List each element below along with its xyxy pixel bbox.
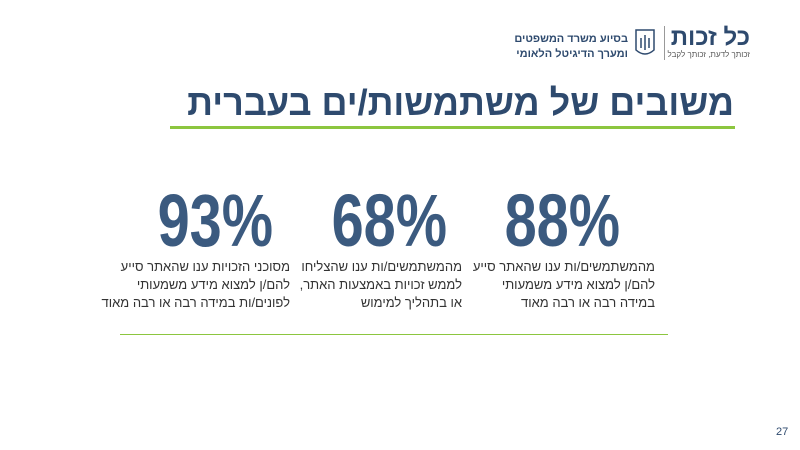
stat-value: 93% — [157, 179, 273, 262]
divider — [664, 26, 665, 60]
description-line: או בתהליך למימוש — [360, 295, 462, 310]
title-underline — [170, 126, 735, 129]
logo-tagline: זכותך לדעת, זכותך לקבל — [667, 50, 751, 59]
stat-description: מהמשתמשים/ות ענו שהצליחו לממש זכויות באמצ… — [300, 258, 462, 312]
description-line: להם/ן למצוא מידע משמעותי — [136, 277, 290, 292]
emblem — [635, 29, 655, 55]
partners: בסיוע משרד המשפטים ומערך הדיגיטל הלאומי — [514, 32, 628, 62]
stat-description: מסוכני הזכויות ענו שהאתר סייע להם/ן למצוא… — [102, 258, 290, 312]
description-line: להם/ן למצוא מידע משמעותי — [501, 277, 655, 292]
page-number: 27 — [776, 426, 789, 438]
description-line: לממש זכויות באמצעות האתר, — [299, 277, 462, 292]
description-line: מהמשתמשים/ות ענו שהצליחו — [301, 259, 462, 274]
bottom-rule — [120, 334, 668, 335]
partner-line: ומערך הדיגיטל הלאומי — [516, 48, 628, 60]
slide-title: משובים של משתמשות/ים בעברית — [187, 82, 734, 123]
description-line: לפונים/ות במידה רבה או רבה מאוד — [101, 295, 290, 310]
partner-line: בסיוע משרד המשפטים — [514, 33, 628, 45]
stat-description: מהמשתמשים/ות ענו שהאתר סייע להם/ן למצוא מ… — [473, 258, 655, 312]
description-line: במידה רבה או רבה מאוד — [521, 295, 655, 310]
logo-name: כל זכות — [670, 24, 750, 51]
description-line: מהמשתמשים/ות ענו שהאתר סייע — [472, 259, 655, 274]
description-line: מסוכני הזכויות ענו שהאתר סייע — [120, 259, 290, 274]
stat-value: 68% — [331, 179, 447, 262]
stat-value: 88% — [504, 179, 620, 262]
